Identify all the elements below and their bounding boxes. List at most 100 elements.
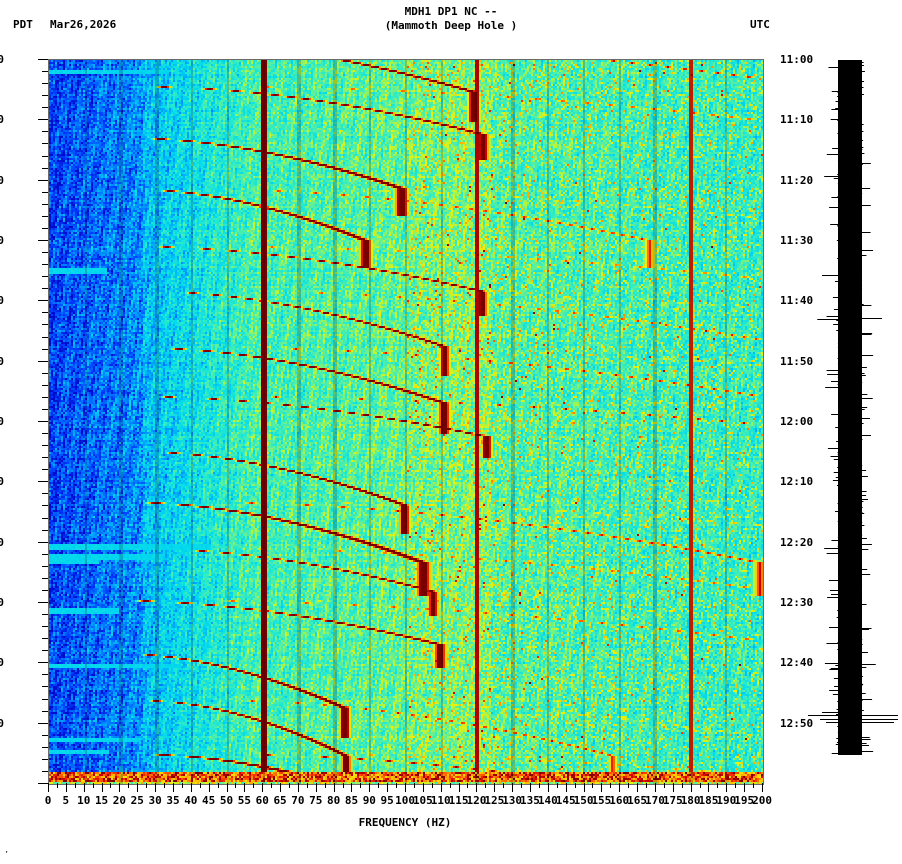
axis-minor-tick: [42, 493, 48, 495]
frequency-tick: [57, 783, 58, 788]
frequency-label: 75: [309, 794, 323, 807]
frequency-tick: [209, 783, 210, 792]
frequency-tick: [673, 783, 674, 792]
frequency-tick: [557, 783, 558, 788]
frequency-tick: [387, 783, 388, 792]
frequency-tick: [655, 783, 656, 792]
frequency-tick: [218, 783, 219, 788]
frequency-label: 140: [537, 794, 558, 807]
frequency-label: 145: [555, 794, 576, 807]
frequency-tick: [700, 783, 701, 788]
helicorder-trace-panel: [806, 55, 902, 795]
frequency-tick: [432, 783, 433, 788]
pdt-time-label: 04:00: [0, 53, 4, 66]
frequency-tick: [646, 783, 647, 788]
frequency-tick: [476, 783, 477, 792]
axis-minor-tick: [42, 517, 48, 519]
frequency-tick: [485, 783, 486, 788]
axis-minor-tick: [42, 336, 48, 338]
frequency-tick: [316, 783, 317, 792]
frequency-tick: [619, 783, 620, 792]
axis-minor-tick: [38, 59, 48, 60]
axis-minor-tick: [42, 433, 48, 435]
axis-minor-tick: [38, 662, 48, 664]
frequency-label: 65: [273, 794, 287, 807]
frequency-tick: [343, 783, 344, 788]
frequency-label: 0: [44, 794, 52, 807]
frequency-tick: [414, 783, 415, 788]
frequency-label: 195: [734, 794, 755, 807]
utc-time-label: 12:10: [780, 475, 814, 489]
axis-minor-tick: [42, 107, 48, 109]
frequency-tick: [735, 783, 736, 788]
frequency-label: 30: [148, 794, 162, 807]
frequency-tick: [753, 783, 754, 788]
frequency-tick: [271, 783, 272, 788]
station-subtitle: (Mammoth Deep Hole ): [384, 19, 518, 32]
frequency-tick: [610, 783, 611, 788]
axis-minor-tick: [42, 372, 48, 374]
utc-time-label: 12:00: [780, 415, 814, 428]
time-axis-pdt: 04:00 04:10 04:20 04:30 04:40 04:50 05:00 05:10…: [0, 0, 48, 864]
frequency-tick: [726, 783, 727, 792]
axis-minor-tick: [38, 481, 48, 483]
axis-minor-tick: [42, 505, 48, 507]
axis-minor-tick: [42, 143, 48, 145]
spectrogram-plot[interactable]: [48, 59, 764, 785]
pdt-time-label: 04:10: [0, 113, 4, 127]
axis-minor-tick: [42, 614, 48, 616]
frequency-tick: [173, 783, 174, 792]
frequency-tick: [628, 783, 629, 788]
frequency-tick: [530, 783, 531, 792]
frequency-tick: [244, 783, 245, 792]
pdt-time-label: 05:50: [0, 716, 4, 730]
frequency-axis-title: FREQUENCY (HZ): [358, 816, 452, 829]
frequency-tick: [369, 783, 370, 792]
frequency-tick: [548, 783, 549, 792]
frequency-tick: [539, 783, 540, 788]
pdt-time-label: 05:20: [0, 535, 4, 549]
axis-minor-tick: [42, 626, 48, 628]
frequency-label: 185: [698, 794, 719, 807]
frequency-tick: [717, 783, 718, 788]
axis-minor-tick: [38, 541, 48, 543]
axis-minor-tick: [38, 783, 48, 784]
axis-minor-tick: [42, 324, 48, 326]
pdt-time-label: 05:40: [0, 656, 4, 670]
axis-minor-tick: [42, 312, 48, 314]
axis-minor-tick: [38, 179, 48, 181]
frequency-tick: [235, 783, 236, 788]
frequency-tick: [182, 783, 183, 788]
axis-minor-tick: [42, 770, 48, 772]
frequency-tick: [334, 783, 335, 792]
frequency-tick: [253, 783, 254, 788]
axis-minor-tick: [42, 167, 48, 169]
axis-minor-tick: [42, 529, 48, 531]
frequency-label: 155: [591, 794, 612, 807]
frequency-label: 70: [291, 794, 305, 807]
axis-minor-tick: [42, 469, 48, 471]
axis-minor-tick: [38, 421, 48, 422]
axis-minor-tick: [42, 227, 48, 229]
axis-minor-tick: [42, 264, 48, 266]
frequency-tick: [637, 783, 638, 792]
utc-time-label: 12:40: [780, 656, 814, 670]
frequency-tick: [280, 783, 281, 792]
frequency-label: 150: [573, 794, 594, 807]
frequency-label: 120: [466, 794, 487, 807]
axis-minor-tick: [42, 710, 48, 712]
utc-time-label: 11:20: [780, 173, 814, 187]
frequency-label: 85: [344, 794, 359, 807]
frequency-label: 40: [184, 794, 198, 807]
pdt-time-label: 05:00: [0, 415, 4, 428]
axis-minor-tick: [42, 638, 48, 640]
frequency-tick: [566, 783, 567, 792]
pdt-time-label: 05:30: [0, 596, 4, 609]
utc-time-label: 12:20: [780, 535, 814, 549]
frequency-tick: [164, 783, 165, 788]
axis-minor-tick: [42, 203, 48, 205]
frequency-label: 165: [627, 794, 648, 807]
frequency-tick: [360, 783, 361, 788]
frequency-tick: [325, 783, 326, 788]
frequency-label: 135: [520, 794, 540, 807]
